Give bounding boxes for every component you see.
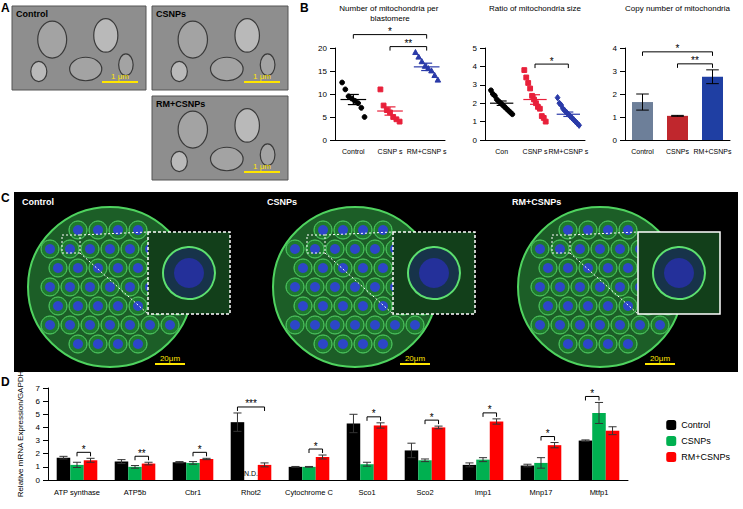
svg-text:RM+CSNP s: RM+CSNP s	[548, 148, 588, 155]
svg-text:Con: Con	[495, 148, 508, 155]
svg-text:N.D.: N.D.	[244, 470, 258, 477]
svg-text:5: 5	[473, 44, 478, 53]
svg-text:C: C	[1, 191, 10, 205]
svg-text:2: 2	[36, 449, 41, 458]
svg-text:Relative mRNA Expression/GAPDH: Relative mRNA Expression/GAPDH	[16, 370, 25, 497]
svg-text:20μm: 20μm	[160, 354, 181, 363]
svg-text:RM+CSNPs: RM+CSNPs	[156, 99, 205, 109]
svg-text:4: 4	[613, 44, 618, 53]
svg-text:Control: Control	[681, 420, 710, 430]
svg-text:**: **	[138, 448, 146, 459]
svg-text:*: *	[430, 412, 434, 423]
svg-text:RM+CSNP s: RM+CSNP s	[407, 148, 447, 155]
svg-text:CSNPs: CSNPs	[267, 197, 297, 207]
svg-text:*: *	[314, 441, 318, 452]
svg-text:CSNPs: CSNPs	[666, 148, 689, 155]
svg-text:*: *	[488, 404, 492, 415]
svg-text:4: 4	[473, 62, 478, 71]
svg-text:Number of mitochondria per: Number of mitochondria per	[339, 4, 440, 13]
svg-text:0: 0	[473, 136, 478, 145]
svg-text:0: 0	[323, 136, 328, 145]
svg-text:RM+CSNPs: RM+CSNPs	[512, 197, 561, 207]
svg-text:Control: Control	[16, 9, 48, 19]
svg-text:RM+CSNPs: RM+CSNPs	[694, 148, 732, 155]
svg-text:2: 2	[473, 99, 478, 108]
svg-text:Control: Control	[342, 148, 365, 155]
svg-text:CSNPs: CSNPs	[681, 436, 711, 446]
svg-text:A: A	[1, 1, 10, 15]
svg-text:*: *	[590, 388, 594, 399]
svg-text:7: 7	[36, 384, 41, 393]
svg-text:0: 0	[36, 476, 41, 485]
svg-text:1 μm: 1 μm	[253, 162, 271, 171]
svg-text:CSNPs: CSNPs	[156, 9, 186, 19]
svg-text:Mnp17: Mnp17	[530, 488, 553, 497]
svg-text:1: 1	[613, 113, 618, 122]
svg-text:1: 1	[36, 462, 41, 471]
svg-text:20μm: 20μm	[405, 354, 426, 363]
svg-text:CSNP s: CSNP s	[523, 148, 548, 155]
svg-text:**: **	[404, 38, 412, 49]
svg-text:0: 0	[613, 136, 618, 145]
svg-text:Cbr1: Cbr1	[185, 488, 201, 497]
svg-text:3: 3	[36, 436, 41, 445]
svg-text:15: 15	[318, 67, 327, 76]
svg-text:*: *	[550, 56, 554, 67]
svg-text:5: 5	[36, 410, 41, 419]
svg-text:*: *	[676, 43, 680, 54]
svg-text:20: 20	[318, 44, 327, 53]
svg-text:*: *	[198, 444, 202, 455]
svg-text:Copy number of mitochondria: Copy number of mitochondria	[625, 4, 730, 13]
svg-text:*: *	[546, 428, 550, 439]
svg-text:*: *	[388, 26, 392, 37]
svg-text:1 μm: 1 μm	[253, 72, 271, 81]
svg-text:blastomere: blastomere	[370, 14, 410, 23]
svg-text:5: 5	[323, 113, 328, 122]
svg-text:RM+CSNPs: RM+CSNPs	[681, 452, 730, 462]
svg-text:*: *	[372, 408, 376, 419]
svg-text:10: 10	[318, 90, 327, 99]
svg-text:Imp1: Imp1	[475, 488, 492, 497]
svg-text:Control: Control	[631, 148, 654, 155]
svg-text:*: *	[82, 444, 86, 455]
svg-text:4: 4	[36, 423, 41, 432]
svg-text:ATP synthase: ATP synthase	[54, 488, 100, 497]
svg-text:D: D	[1, 375, 10, 389]
svg-text:Sco2: Sco2	[416, 488, 433, 497]
svg-text:3: 3	[473, 80, 478, 89]
svg-text:ATP5b: ATP5b	[124, 488, 146, 497]
svg-text:1: 1	[473, 117, 478, 126]
svg-text:Control: Control	[22, 197, 54, 207]
svg-text:***: ***	[245, 398, 257, 409]
svg-text:2: 2	[613, 90, 618, 99]
svg-text:**: **	[691, 55, 699, 66]
svg-text:CSNP s: CSNP s	[378, 148, 403, 155]
svg-text:20μm: 20μm	[650, 354, 671, 363]
svg-text:6: 6	[36, 397, 41, 406]
svg-text:Rhot2: Rhot2	[241, 488, 261, 497]
svg-text:Ratio of mitochondria size: Ratio of mitochondria size	[489, 4, 582, 13]
svg-text:Mtfp1: Mtfp1	[590, 488, 609, 497]
svg-text:Sco1: Sco1	[358, 488, 375, 497]
svg-text:1 μm: 1 μm	[111, 72, 129, 81]
svg-text:Cytochrome C: Cytochrome C	[285, 488, 334, 497]
svg-text:B: B	[300, 1, 309, 15]
svg-text:3: 3	[613, 67, 618, 76]
